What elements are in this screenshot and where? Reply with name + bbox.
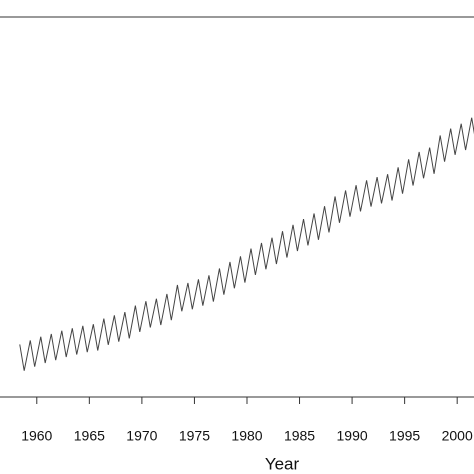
x-axis-label: Year xyxy=(265,454,300,473)
x-tick-label: 1970 xyxy=(126,428,157,444)
x-tick-label: 1965 xyxy=(74,428,105,444)
x-tick-label: 1990 xyxy=(337,428,368,444)
x-tick-label: 1995 xyxy=(389,428,420,444)
x-tick-label: 2000 xyxy=(442,428,473,444)
x-tick-label: 1975 xyxy=(179,428,210,444)
data-line xyxy=(19,117,474,371)
x-tick-label: 1980 xyxy=(231,428,262,444)
x-tick-label: 1960 xyxy=(21,428,52,444)
x-tick-label: 1985 xyxy=(284,428,315,444)
